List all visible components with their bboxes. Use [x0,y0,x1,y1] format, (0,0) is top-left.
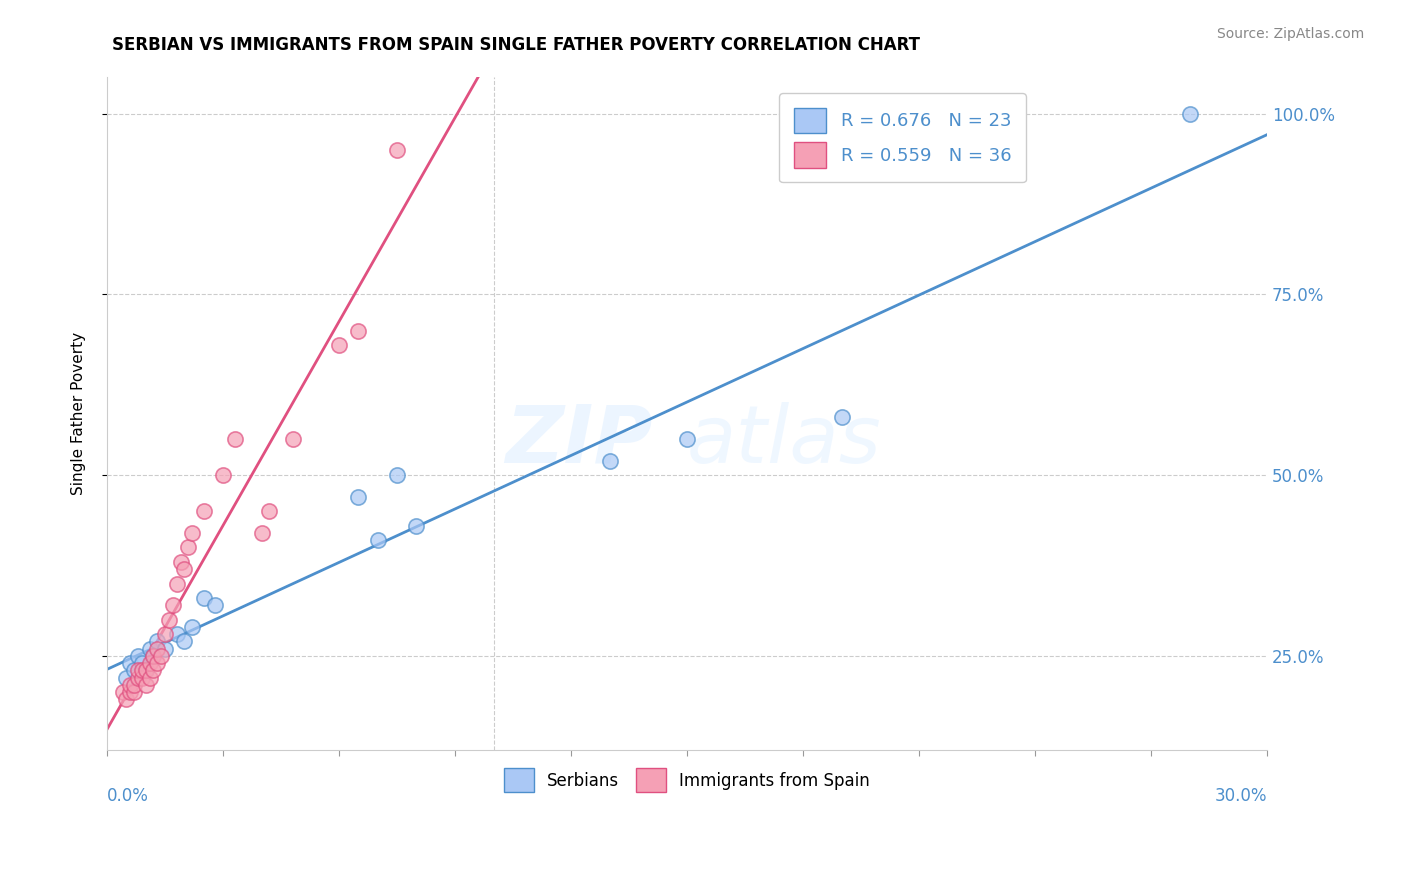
Point [212,468,235,483]
Point [127,663,149,677]
Point [135,663,157,677]
Point [135,678,157,692]
Point [162,599,184,613]
Point [599,453,621,467]
Point [115,692,138,706]
Point [204,599,226,613]
Point [146,656,169,670]
Point [150,648,173,663]
Point [142,663,165,677]
Point [166,576,188,591]
Text: Source: ZipAtlas.com: Source: ZipAtlas.com [1216,27,1364,41]
Point [166,627,188,641]
Point [153,641,176,656]
Point [120,685,142,699]
Point [1178,106,1201,120]
Point [193,504,215,518]
Point [142,648,165,663]
Point [385,468,408,483]
Point [157,613,180,627]
Point [115,671,138,685]
Point [347,490,370,504]
Point [131,656,153,670]
Point [328,338,350,352]
Point [385,143,408,157]
Point [127,671,149,685]
Point [142,648,165,663]
Point [181,525,204,540]
Point [831,410,853,425]
Point [281,432,304,446]
Point [259,504,281,518]
Point [131,671,153,685]
Text: SERBIAN VS IMMIGRANTS FROM SPAIN SINGLE FATHER POVERTY CORRELATION CHART: SERBIAN VS IMMIGRANTS FROM SPAIN SINGLE … [112,36,921,54]
Point [676,432,699,446]
Point [173,562,195,576]
Point [169,555,191,569]
Point [122,663,145,677]
Point [224,432,246,446]
Point [146,634,169,648]
Text: atlas: atlas [688,401,882,480]
Point [127,648,149,663]
Point [181,620,204,634]
Point [177,541,200,555]
Legend: Serbians, Immigrants from Spain: Serbians, Immigrants from Spain [498,762,877,798]
Point [120,656,142,670]
Point [193,591,215,605]
Point [173,634,195,648]
Y-axis label: Single Father Poverty: Single Father Poverty [72,332,86,495]
Point [138,641,160,656]
Point [146,641,169,656]
Point [138,656,160,670]
Point [138,671,160,685]
Text: 30.0%: 30.0% [1215,787,1267,805]
Point [131,663,153,677]
Point [111,685,134,699]
Point [347,324,370,338]
Point [250,525,273,540]
Point [367,533,389,548]
Point [135,663,157,677]
Text: ZIP: ZIP [505,401,652,480]
Point [120,678,142,692]
Point [122,678,145,692]
Text: 0.0%: 0.0% [107,787,149,805]
Point [405,518,427,533]
Point [122,685,145,699]
Point [153,627,176,641]
